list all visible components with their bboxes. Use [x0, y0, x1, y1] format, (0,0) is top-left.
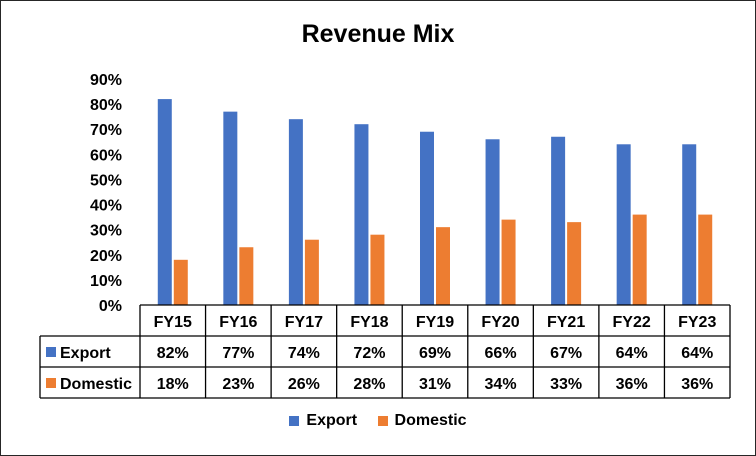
data-label-export: 66%: [485, 345, 517, 362]
y-tick-label: 90%: [90, 72, 122, 89]
y-tick-label: 80%: [90, 97, 122, 114]
table-legend-key-domestic: [46, 378, 56, 388]
data-label-domestic: 23%: [222, 376, 254, 393]
bar-export: [420, 131, 434, 305]
table-legend-key-export: [46, 347, 56, 357]
data-label-export: 69%: [419, 345, 451, 362]
y-tick-label: 0%: [99, 298, 122, 315]
data-label-export: 67%: [550, 345, 582, 362]
bar-export: [288, 119, 303, 305]
category-label: FY20: [481, 314, 519, 331]
category-label: FY17: [285, 314, 323, 331]
data-label-export: 72%: [353, 345, 385, 362]
category-label: FY23: [678, 314, 716, 331]
data-label-export: 74%: [288, 345, 320, 362]
bar-domestic: [501, 219, 516, 305]
legend-item-domestic: Domestic: [377, 412, 467, 430]
bar-domestic: [436, 227, 450, 305]
bar-domestic: [239, 247, 254, 305]
bar-export: [354, 124, 369, 305]
table-series-name: Export: [60, 345, 111, 362]
data-label-domestic: 18%: [157, 376, 189, 393]
bar-export: [682, 144, 697, 305]
legend-swatch-domestic: [377, 416, 388, 426]
data-label-export: 64%: [616, 345, 648, 362]
bar-domestic: [698, 214, 713, 305]
category-label: FY19: [416, 314, 454, 331]
y-tick-label: 30%: [90, 223, 122, 240]
y-tick-label: 70%: [90, 122, 122, 139]
legend-swatch-export: [289, 416, 300, 426]
data-label-domestic: 33%: [550, 376, 582, 393]
data-label-domestic: 36%: [616, 376, 648, 393]
legend-item-export: Export: [289, 412, 357, 430]
chart-legend: Export Domestic: [0, 412, 756, 431]
bar-domestic: [304, 239, 319, 305]
y-tick-label: 10%: [90, 273, 122, 290]
bar-domestic: [567, 222, 582, 305]
data-label-export: 82%: [157, 345, 189, 362]
data-label-domestic: 28%: [353, 376, 385, 393]
legend-label-export: Export: [306, 412, 358, 429]
category-label: FY15: [154, 314, 192, 331]
data-label-domestic: 36%: [681, 376, 713, 393]
bar-export: [157, 99, 172, 305]
category-label: FY21: [547, 314, 585, 331]
bar-export: [551, 136, 566, 305]
data-label-export: 77%: [222, 345, 254, 362]
legend-label-domestic: Domestic: [394, 412, 467, 429]
category-label: FY22: [613, 314, 651, 331]
bar-domestic: [173, 259, 188, 305]
data-label-domestic: 26%: [288, 376, 320, 393]
y-tick-label: 20%: [90, 248, 122, 265]
bar-domestic: [632, 214, 647, 305]
bar-export: [616, 144, 631, 305]
table-series-name: Domestic: [60, 376, 132, 393]
category-label: FY18: [350, 314, 388, 331]
chart-title: Revenue Mix: [301, 20, 455, 48]
bar-export: [223, 111, 238, 306]
data-label-domestic: 31%: [419, 376, 451, 393]
y-tick-label: 60%: [90, 147, 122, 164]
y-tick-label: 50%: [90, 172, 122, 189]
bar-export: [485, 139, 500, 305]
data-label-export: 64%: [681, 345, 713, 362]
y-tick-label: 40%: [90, 198, 122, 215]
category-label: FY16: [219, 314, 257, 331]
bar-domestic: [370, 234, 385, 305]
data-label-domestic: 34%: [485, 376, 517, 393]
